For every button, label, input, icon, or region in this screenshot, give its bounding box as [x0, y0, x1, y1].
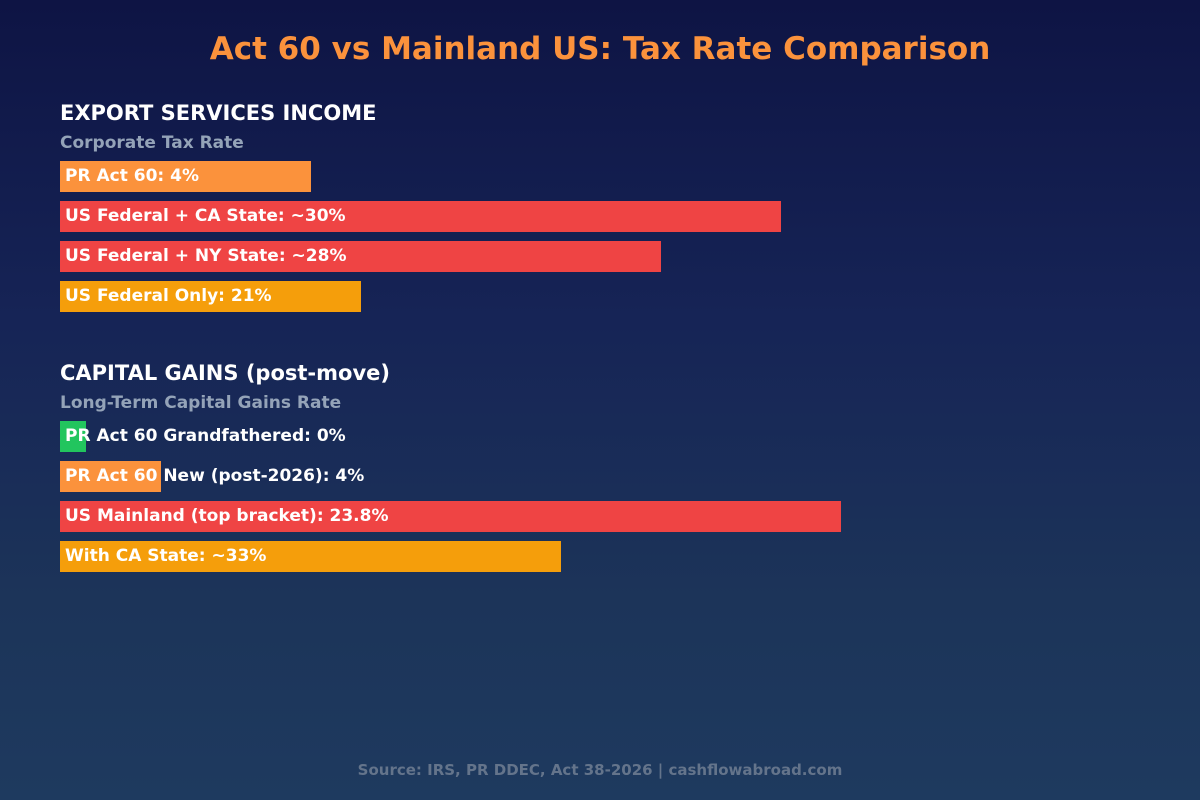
bar-group-export: PR Act 60: 4% US Federal + CA State: ~30%… — [60, 161, 1140, 312]
bar-group-capital-gains: PR Act 60 Grandfathered: 0% PR Act 60 New… — [60, 421, 1140, 572]
bar — [60, 281, 361, 312]
bar-row: US Federal + CA State: ~30% — [60, 201, 1140, 232]
bar — [60, 201, 781, 232]
export-services-section: EXPORT SERVICES INCOME Corporate Tax Rat… — [60, 100, 1140, 321]
bar — [60, 461, 161, 492]
bar — [60, 421, 86, 452]
section-subtitle: Long-Term Capital Gains Rate — [60, 393, 342, 413]
bar — [60, 501, 841, 532]
bar-row: US Federal Only: 21% — [60, 281, 1140, 312]
bar-row: PR Act 60 Grandfathered: 0% — [60, 421, 1140, 452]
section-heading: CAPITAL GAINS (post-move) — [60, 361, 390, 385]
bar-label: US Federal + CA State: ~30% — [65, 206, 346, 226]
bar-label: With CA State: ~33% — [65, 546, 267, 566]
source-note: Source: IRS, PR DDEC, Act 38-2026 | cash… — [357, 761, 843, 779]
bar-row: PR Act 60 New (post-2026): 4% — [60, 461, 1140, 492]
bar — [60, 161, 311, 192]
bar-label: PR Act 60 Grandfathered: 0% — [65, 426, 346, 446]
bar — [60, 541, 561, 572]
bar-row: PR Act 60: 4% — [60, 161, 1140, 192]
bar-row: With CA State: ~33% — [60, 541, 1140, 572]
bar-label: PR Act 60: 4% — [65, 166, 199, 186]
bar-label: US Federal Only: 21% — [65, 286, 272, 306]
section-subtitle: Corporate Tax Rate — [60, 133, 244, 153]
bar — [60, 241, 661, 272]
capital-gains-section: CAPITAL GAINS (post-move) Long-Term Capi… — [60, 360, 1140, 581]
section-heading: EXPORT SERVICES INCOME — [60, 101, 377, 125]
bar-row: US Mainland (top bracket): 23.8% — [60, 501, 1140, 532]
chart-title: Act 60 vs Mainland US: Tax Rate Comparis… — [209, 31, 991, 67]
bar-label: US Federal + NY State: ~28% — [65, 246, 347, 266]
bar-label: US Mainland (top bracket): 23.8% — [65, 506, 389, 526]
bar-label: PR Act 60 New (post-2026): 4% — [65, 466, 365, 486]
bar-row: US Federal + NY State: ~28% — [60, 241, 1140, 272]
